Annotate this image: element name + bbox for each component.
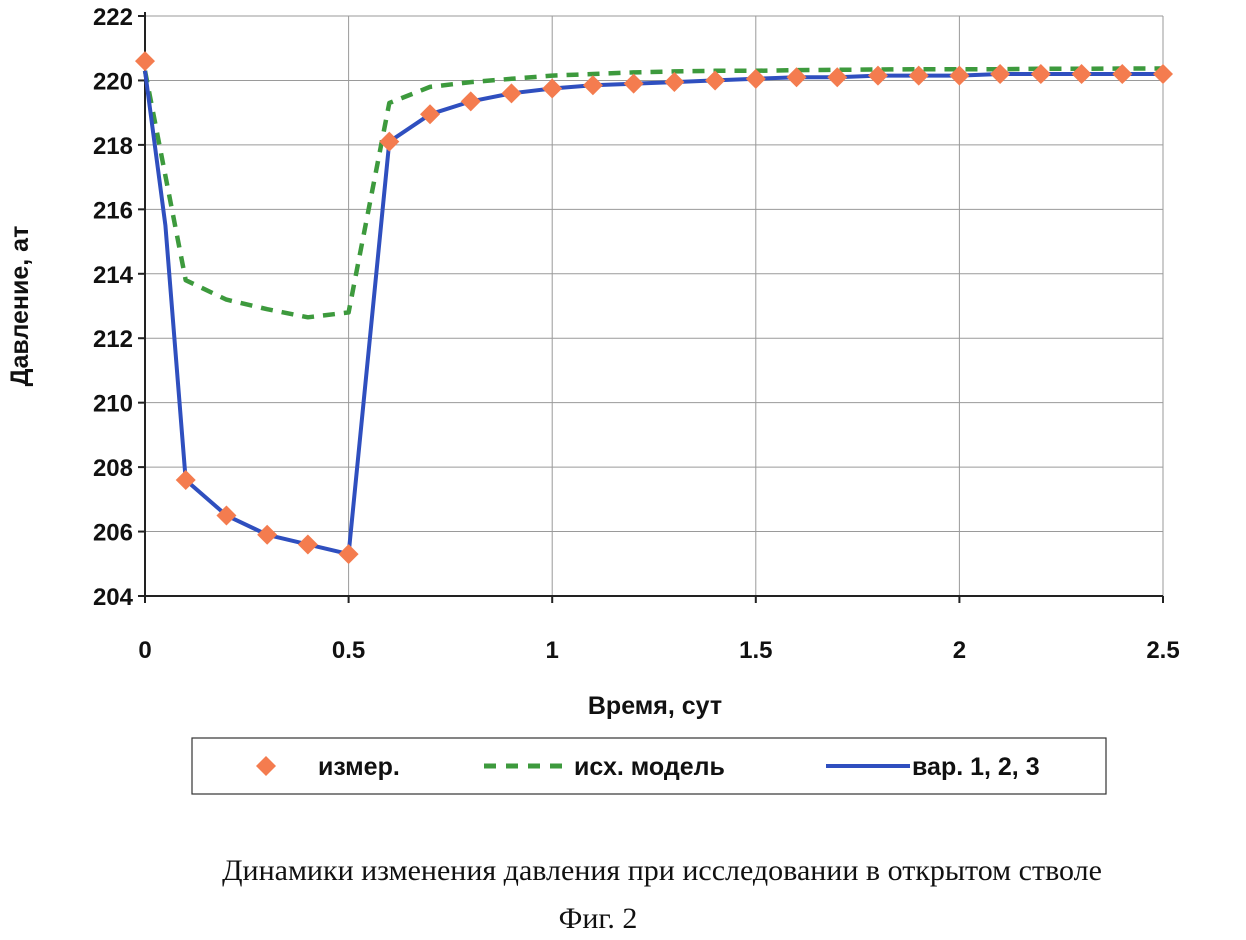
x-tick-label: 2	[953, 637, 966, 664]
measured-point	[461, 91, 481, 111]
y-tick-label: 206	[93, 520, 133, 547]
x-axis-title: Время, сут	[588, 692, 722, 720]
y-tick-label: 204	[93, 584, 134, 611]
y-tick-label: 222	[93, 4, 133, 31]
figure-number: Фиг. 2	[559, 902, 638, 935]
y-tick-label: 214	[93, 262, 134, 289]
measured-point	[298, 534, 318, 554]
y-tick-label: 218	[93, 133, 133, 160]
legend-label-initial-model: исх. модель	[574, 753, 725, 781]
measured-point	[664, 72, 684, 92]
series-line-variants	[145, 71, 1163, 554]
plot-axes	[138, 12, 1163, 603]
legend-label-variants: вар. 1, 2, 3	[912, 753, 1040, 781]
measured-point	[624, 74, 644, 94]
x-tick-label: 1.5	[739, 637, 772, 664]
y-axis-title: Давление, ат	[6, 226, 34, 387]
figure-caption: Динамики изменения давления при исследов…	[222, 854, 1102, 887]
y-tick-label: 216	[93, 197, 133, 224]
legend: измер. исх. модель вар. 1, 2, 3	[192, 738, 1106, 794]
x-tick-label: 0.5	[332, 637, 365, 664]
measured-point	[339, 544, 359, 564]
measured-point	[583, 75, 603, 95]
y-tick-label: 220	[93, 68, 133, 95]
x-tick-label: 2.5	[1146, 637, 1179, 664]
plot-grid	[145, 16, 1163, 596]
measured-point	[501, 83, 521, 103]
y-tick-label: 208	[93, 455, 133, 482]
measured-point	[705, 70, 725, 90]
x-tick-label: 0	[138, 637, 151, 664]
y-tick-label: 212	[93, 326, 133, 353]
y-tick-label: 210	[93, 391, 133, 418]
tick-labels: 204 206 208 210 212 214 216 218 220 222 0 0.5 1 1.5 2 2…	[93, 4, 1180, 664]
legend-label-measured: измер.	[318, 753, 400, 781]
series-layer	[135, 51, 1173, 564]
measured-point	[135, 51, 155, 71]
measured-point	[257, 525, 277, 545]
x-tick-label: 1	[546, 637, 559, 664]
series-line-initial-model	[145, 69, 1163, 318]
measured-point	[542, 79, 562, 99]
